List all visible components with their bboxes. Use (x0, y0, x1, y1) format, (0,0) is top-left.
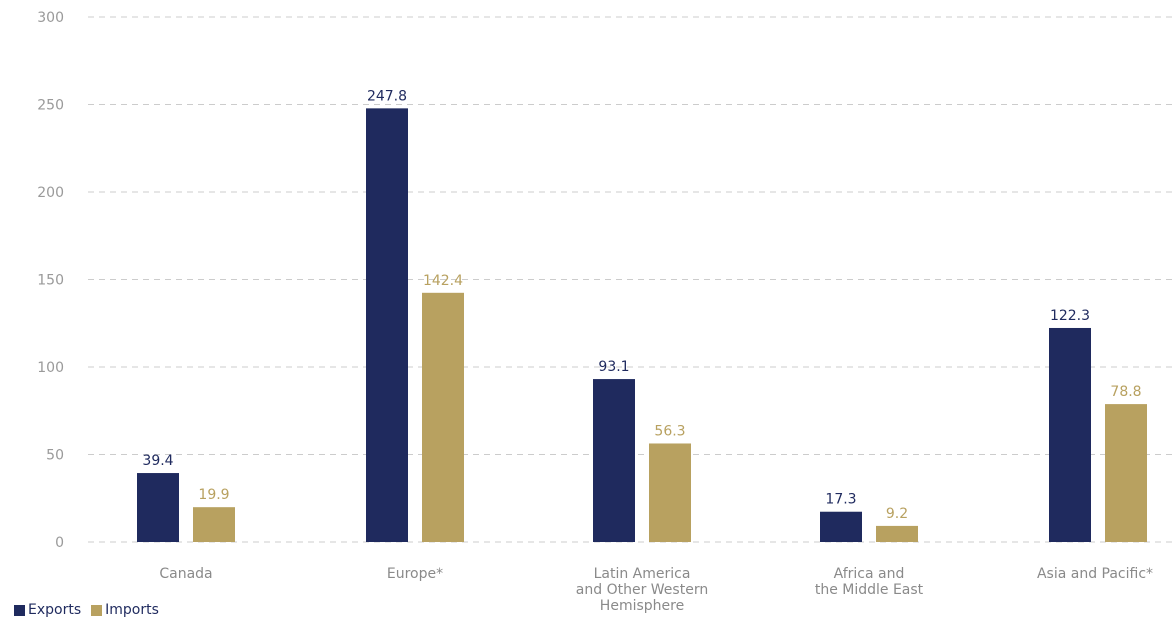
category-label-2-line-0: Latin America (594, 566, 691, 582)
bar-exports-2 (593, 379, 635, 542)
data-labels: 39.4 247.8 93.1 17.3 122.3 19.9 142.4 56.3 9.2 78… (142, 88, 1141, 522)
category-label-2-line-1: and Other Western (576, 582, 708, 598)
y-tick-label-150: 150 (37, 273, 64, 289)
bar-exports-4 (1049, 327, 1091, 542)
y-tick-label-0: 0 (55, 535, 64, 551)
category-label-2-line-2: Hemisphere (600, 598, 684, 614)
data-label-imports-2: 56.3 (654, 423, 685, 439)
bars (137, 108, 1147, 542)
legend-swatch-exports (14, 604, 25, 616)
data-label-imports-3: 9.2 (886, 506, 908, 522)
data-label-exports-2: 93.1 (598, 359, 629, 375)
category-label-0-line-0: Canada (159, 566, 212, 582)
data-label-exports-3: 17.3 (825, 492, 856, 508)
data-label-imports-0: 19.9 (198, 487, 229, 503)
bar-imports-2 (649, 443, 691, 542)
y-axis-tick-labels: 0 50 100 150 200 250 300 (37, 10, 64, 551)
category-label-1-line-0: Europe* (387, 566, 443, 582)
category-label-4-line-0: Asia and Pacific* (1037, 566, 1153, 582)
legend-item-imports: Imports (91, 602, 159, 618)
data-label-imports-4: 78.8 (1110, 384, 1141, 400)
y-tick-label-200: 200 (37, 185, 64, 201)
bar-imports-4 (1105, 404, 1147, 542)
y-tick-label-250: 250 (37, 98, 64, 114)
legend: Exports Imports (14, 600, 169, 620)
legend-swatch-imports (91, 604, 103, 616)
bar-imports-1 (422, 292, 464, 542)
y-tick-label-300: 300 (37, 10, 64, 26)
legend-label-imports: Imports (105, 602, 159, 618)
legend-item-exports: Exports (14, 602, 81, 618)
data-label-exports-4: 122.3 (1050, 308, 1090, 324)
bar-imports-0 (193, 507, 235, 542)
y-tick-label-100: 100 (37, 360, 64, 376)
legend-label-exports: Exports (28, 602, 82, 618)
bar-exports-3 (820, 511, 862, 542)
bar-exports-0 (137, 473, 179, 542)
y-tick-label-50: 50 (46, 448, 64, 464)
data-label-exports-1: 247.8 (367, 88, 407, 104)
bar-exports-1 (366, 108, 408, 542)
data-label-imports-1: 142.4 (423, 273, 463, 289)
data-label-exports-0: 39.4 (142, 453, 173, 469)
gridlines (88, 16, 1173, 543)
bar-imports-3 (876, 525, 918, 542)
category-label-3-line-0: Africa and (834, 566, 905, 582)
category-label-3-line-1: the Middle East (815, 582, 924, 598)
